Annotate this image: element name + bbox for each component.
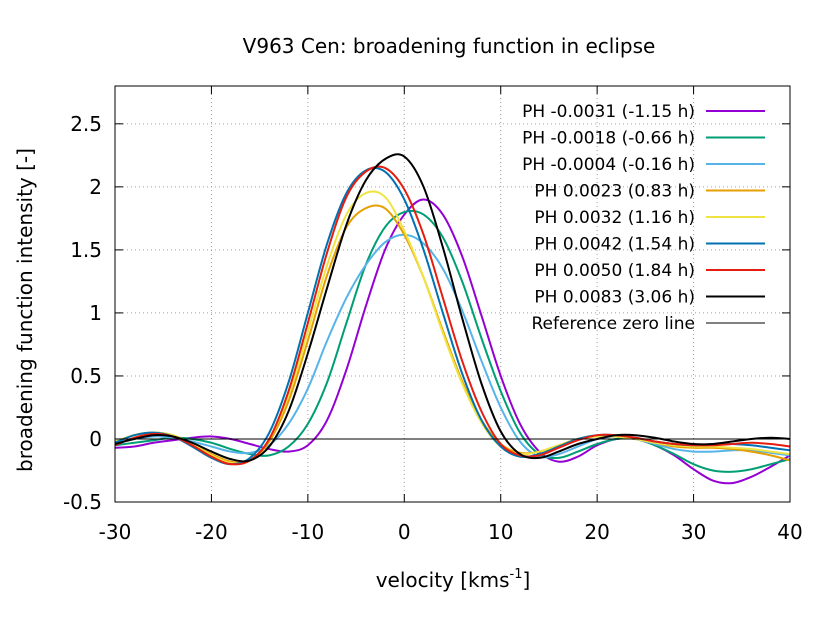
series-line-6 <box>114 165 791 466</box>
x-axis-label: velocity [kms-1] <box>376 567 531 592</box>
legend-label: PH -0.0018 (-0.66 h) <box>522 129 695 149</box>
x-axis-label-superscript: -1 <box>510 567 523 582</box>
legend-label: PH 0.0032 (1.16 h) <box>534 208 695 228</box>
series-line-4 <box>114 190 791 465</box>
y-tick-label: 1 <box>89 301 102 325</box>
legend-label: PH -0.0004 (-0.16 h) <box>522 155 695 175</box>
legend: PH -0.0031 (-1.15 h) PH -0.0018 (-0.66 h)… <box>522 102 765 334</box>
plot-frame <box>114 85 791 503</box>
series-line-1 <box>114 209 791 473</box>
axis-ticks: -30 -20 -10 0 10 20 30 40 -0.5 0 0.5 1 1.5 2 2.5 <box>63 86 803 544</box>
legend-label: PH -0.0031 (-1.15 h) <box>522 102 695 122</box>
x-tick-label: -20 <box>195 520 228 544</box>
x-tick-label: -30 <box>99 520 132 544</box>
series-group <box>114 153 791 485</box>
y-axis-label: broadening function intensity [-] <box>13 148 37 472</box>
x-tick-label: 0 <box>398 520 411 544</box>
y-tick-label: 2 <box>89 175 102 199</box>
series-line-2 <box>114 233 791 459</box>
x-axis-label-end: ] <box>522 568 530 592</box>
series-line-7 <box>114 153 791 463</box>
legend-label: PH 0.0083 (3.06 h) <box>534 288 695 308</box>
x-tick-label: 20 <box>584 520 609 544</box>
x-tick-label: 30 <box>681 520 706 544</box>
legend-label: PH 0.0050 (1.84 h) <box>534 261 695 281</box>
x-tick-label: 40 <box>777 520 802 544</box>
legend-label: PH 0.0023 (0.83 h) <box>534 182 695 202</box>
y-tick-label: 1.5 <box>70 238 102 262</box>
x-tick-label: -10 <box>292 520 325 544</box>
legend-label: PH 0.0042 (1.54 h) <box>534 235 695 255</box>
x-tick-label: 10 <box>488 520 513 544</box>
y-tick-label: 2.5 <box>70 112 102 136</box>
y-tick-label: 0.5 <box>70 364 102 388</box>
legend-label: Reference zero line <box>532 314 696 334</box>
x-axis-label-main: velocity [kms <box>376 568 510 592</box>
y-tick-label: 0 <box>89 427 102 451</box>
chart-title: V963 Cen: broadening function in eclipse <box>243 34 656 58</box>
y-tick-label: -0.5 <box>63 490 102 514</box>
